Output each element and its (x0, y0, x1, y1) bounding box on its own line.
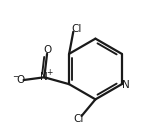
Text: −: − (12, 72, 18, 81)
Text: O: O (16, 75, 24, 85)
Text: O: O (43, 45, 51, 55)
Text: Cl: Cl (72, 24, 82, 34)
Text: N: N (40, 72, 48, 82)
Text: Cl: Cl (73, 114, 84, 124)
Text: N: N (122, 80, 130, 90)
Text: +: + (46, 68, 53, 77)
